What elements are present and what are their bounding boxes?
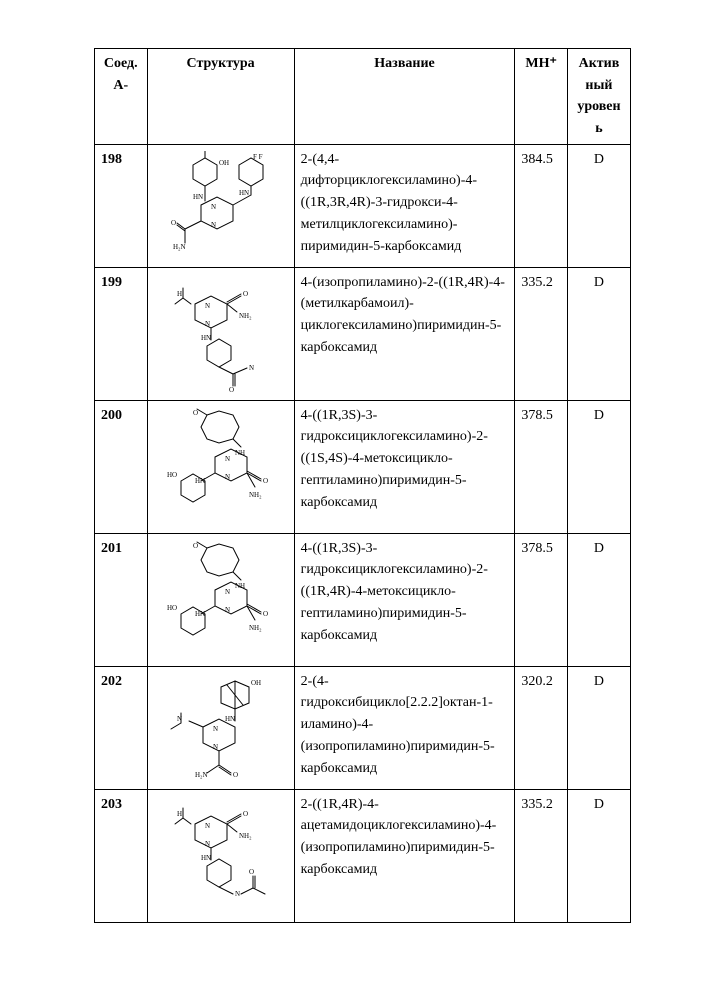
cell-id: 200 [95,400,148,533]
cell-mh: 335.2 [515,789,568,922]
molecule-icon: OH HN N N N H₂N [157,673,285,783]
svg-text:O: O [263,477,268,485]
cell-mh: 335.2 [515,267,568,400]
svg-text:O: O [229,386,234,394]
table-row: 198 OH F F HN N N [95,144,631,267]
cell-id: 202 [95,666,148,789]
cell-struct: H N N O NH₂ HN [147,267,294,400]
svg-text:O: O [243,290,248,298]
svg-text:F F: F F [253,153,263,161]
svg-text:NH₂: NH₂ [249,624,262,632]
cell-struct: O NH N N HN HO [147,400,294,533]
col-header-id: Соед. А- [95,49,148,145]
svg-text:N: N [213,725,218,733]
molecule-icon: H N N O NH₂ HN [157,796,285,916]
molecule-icon: OH F F HN N N HN [157,151,285,261]
svg-text:N: N [225,606,230,614]
cell-id: 201 [95,533,148,666]
svg-text:O: O [263,610,268,618]
svg-text:NH₂: NH₂ [239,832,252,840]
compound-table: Соед. А- Структура Название МН⁺ Актив ны… [94,48,631,923]
svg-text:O: O [171,219,176,227]
svg-text:O: O [233,771,238,779]
col-header-name: Название [294,49,515,145]
svg-text:O: O [249,868,254,876]
svg-text:N: N [205,320,210,328]
cell-name: 4-(изопропиламино)-2-((1R,4R)-4-(метилка… [294,267,515,400]
svg-text:N: N [205,302,210,310]
svg-text:OH: OH [251,679,261,687]
svg-text:NH₂: NH₂ [249,491,262,499]
svg-text:N: N [213,743,218,751]
cell-name: 4-((1R,3S)-3-гидроксициклогексиламино)-2… [294,400,515,533]
cell-mh: 378.5 [515,533,568,666]
cell-name: 2-((1R,4R)-4-ацетамидоциклогексиламино)-… [294,789,515,922]
col-header-mh: МН⁺ [515,49,568,145]
cell-name: 2-(4-гидроксибицикло[2.2.2]октан-1-илами… [294,666,515,789]
molecule-icon: O NH N N HN HO [157,540,285,660]
svg-text:HN: HN [201,854,211,862]
cell-id: 203 [95,789,148,922]
table-row: 202 OH HN N N [95,666,631,789]
svg-text:OH: OH [219,159,229,167]
cell-mh: 378.5 [515,400,568,533]
cell-id: 199 [95,267,148,400]
cell-mh: 320.2 [515,666,568,789]
cell-struct: OH F F HN N N HN [147,144,294,267]
cell-struct: O NH N N HN HO [147,533,294,666]
cell-act: D [567,533,630,666]
cell-name: 4-((1R,3S)-3-гидроксициклогексиламино)-2… [294,533,515,666]
cell-mh: 384.5 [515,144,568,267]
molecule-icon: O NH N N HN HO [157,407,285,527]
svg-text:O: O [193,409,198,417]
svg-text:N: N [211,221,216,229]
svg-text:H: H [177,290,182,298]
cell-name: 2-(4,4-дифторциклогексиламино)-4-((1R,3R… [294,144,515,267]
svg-text:N: N [235,890,240,898]
svg-text:HN: HN [225,715,235,723]
svg-text:HN: HN [193,193,203,201]
svg-text:N: N [205,822,210,830]
cell-act: D [567,144,630,267]
table-row: 199 H N N O [95,267,631,400]
svg-text:N: N [225,455,230,463]
table-row: 200 O NH N N HN [95,400,631,533]
svg-text:N: N [225,473,230,481]
svg-text:O: O [193,542,198,550]
svg-text:H₂N: H₂N [195,771,208,779]
cell-id: 198 [95,144,148,267]
cell-struct: OH HN N N N H₂N [147,666,294,789]
table-row: 203 H N N O NH₂ [95,789,631,922]
cell-act: D [567,400,630,533]
svg-text:N: N [211,203,216,211]
svg-text:H: H [177,810,182,818]
table-header-row: Соед. А- Структура Название МН⁺ Актив ны… [95,49,631,145]
svg-text:O: O [243,810,248,818]
svg-text:N: N [249,364,254,372]
svg-text:HN: HN [201,334,211,342]
cell-act: D [567,789,630,922]
svg-text:N: N [205,840,210,848]
svg-text:HO: HO [167,471,177,479]
svg-text:N: N [225,588,230,596]
page: Соед. А- Структура Название МН⁺ Актив ны… [0,0,707,1000]
cell-struct: H N N O NH₂ HN [147,789,294,922]
svg-text:H₂N: H₂N [173,243,186,251]
svg-text:HN: HN [239,189,249,197]
molecule-icon: H N N O NH₂ HN [157,274,285,394]
svg-text:NH₂: NH₂ [239,312,252,320]
svg-text:HO: HO [167,604,177,612]
table-row: 201 O NH N N HN [95,533,631,666]
cell-act: D [567,666,630,789]
col-header-act: Актив ный уровен ь [567,49,630,145]
cell-act: D [567,267,630,400]
col-header-struct: Структура [147,49,294,145]
